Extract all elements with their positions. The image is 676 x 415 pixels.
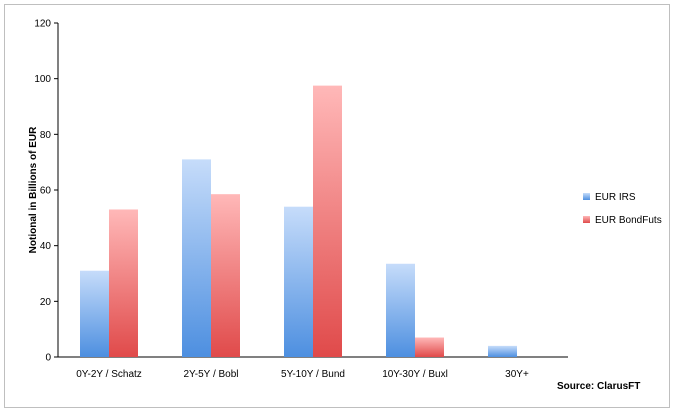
x-tick-labels: 0Y-2Y / Schatz 2Y-5Y / Bobl 5Y-10Y / Bund 1…	[76, 369, 529, 380]
legend-label-eur-bondfuts: EUR BondFuts	[595, 215, 662, 226]
legend-swatch-eur-bondfuts	[583, 216, 590, 223]
x-tick-label: 30Y+	[505, 369, 529, 380]
y-tick-label: 100	[34, 74, 51, 85]
x-tick-label: 2Y-5Y / Bobl	[183, 369, 238, 380]
legend: EUR IRS EUR BondFuts	[583, 192, 662, 226]
bar-eur-bondfuts	[313, 85, 342, 357]
source-note: Source: ClarusFT	[557, 381, 640, 392]
bar-eur-bondfuts	[211, 194, 240, 357]
bar-eur-irs	[488, 345, 517, 357]
y-tick-label: 40	[40, 241, 52, 252]
bar-eur-bondfuts	[109, 209, 138, 357]
y-tick-label: 60	[40, 186, 52, 197]
bars	[80, 85, 517, 357]
legend-label-eur-irs: EUR IRS	[595, 192, 636, 203]
x-tick-label: 0Y-2Y / Schatz	[76, 369, 142, 380]
y-tick-label: 120	[34, 19, 51, 30]
bar-eur-irs	[386, 263, 415, 357]
bar-eur-irs	[80, 270, 109, 357]
legend-swatch-eur-irs	[583, 193, 590, 200]
y-tick-label: 0	[45, 353, 51, 364]
y-tick-label: 20	[40, 297, 52, 308]
y-tick-label: 80	[40, 130, 52, 141]
y-tick-labels: 0 20 40 60 80 100 120	[34, 19, 51, 364]
bar-eur-bondfuts	[415, 337, 444, 357]
bar-eur-irs	[182, 159, 211, 357]
x-tick-label: 10Y-30Y / Buxl	[382, 369, 448, 380]
x-tick-label: 5Y-10Y / Bund	[281, 369, 345, 380]
y-axis-label: Notional in Billions of EUR	[28, 126, 39, 253]
bar-eur-irs	[284, 206, 313, 357]
